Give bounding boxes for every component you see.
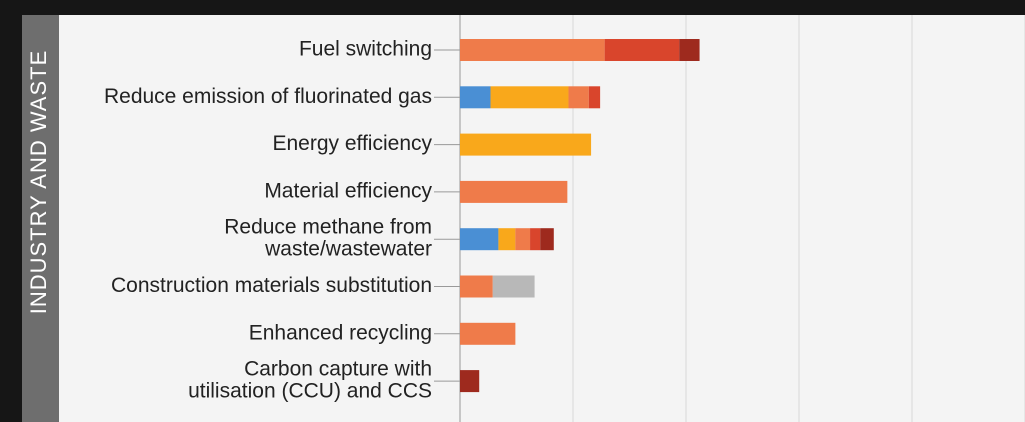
category-label: waste/wastewater — [264, 238, 432, 261]
bar-segment — [588, 86, 601, 109]
bar-segment — [460, 228, 499, 251]
category-label: Carbon capture with — [244, 358, 432, 381]
bar-segment — [604, 39, 680, 61]
bar-segment — [460, 370, 480, 393]
bar-segment — [515, 228, 531, 251]
category-label: Enhanced recycling — [249, 321, 432, 344]
bar-segment — [530, 228, 541, 251]
bar-segment — [460, 133, 592, 156]
bar-segment — [460, 275, 493, 298]
category-label: Reduce emission of fluorinated gas — [104, 85, 432, 108]
bar-segment — [492, 275, 535, 298]
category-label: Fuel switching — [299, 38, 432, 61]
category-label: Material efficiency — [264, 179, 432, 202]
bar-segment — [490, 86, 569, 109]
bar-segment — [460, 322, 516, 345]
bar-segment — [460, 180, 568, 203]
side-title: INDUSTRY AND WASTE — [26, 50, 51, 315]
side-band — [22, 15, 59, 422]
bar-segment — [540, 228, 554, 251]
bar-segment — [460, 39, 605, 61]
category-label: Construction materials substitution — [111, 274, 432, 297]
bar-segment — [498, 228, 516, 251]
category-label: utilisation (CCU) and CCS — [188, 380, 432, 403]
category-label: Energy efficiency — [272, 132, 432, 155]
bar-segment — [568, 86, 589, 109]
bar-segment — [679, 39, 700, 61]
plot-area — [59, 15, 1025, 422]
bar-segment — [460, 86, 491, 109]
category-label: Reduce methane from — [224, 216, 432, 239]
